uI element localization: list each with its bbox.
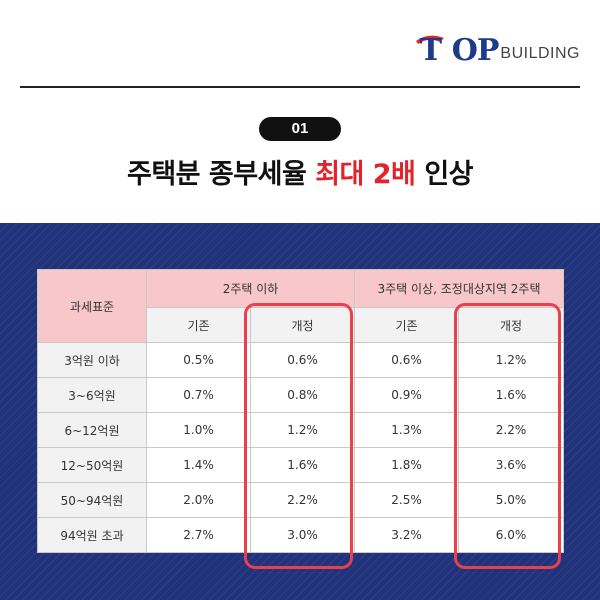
rate-cell: 0.6%	[250, 342, 355, 378]
subheader-existing: 기존	[354, 307, 459, 343]
bracket-label: 50~94억원	[37, 482, 147, 518]
rate-cell: 1.8%	[354, 447, 459, 483]
title-highlight: 최대 2배	[315, 159, 416, 190]
table-row: 6~12억원 1.0% 1.2% 1.3% 2.2%	[37, 412, 565, 448]
logo-letters-op: OP	[451, 33, 500, 68]
title-part-1: 주택분 종부세율	[127, 159, 307, 190]
rate-cell: 2.2%	[457, 412, 565, 448]
highlight-box-revised-two-homes	[244, 303, 353, 569]
rate-cell: 0.6%	[354, 342, 459, 378]
highlight-box-revised-three-homes	[454, 303, 561, 569]
bracket-label: 3~6억원	[37, 377, 147, 413]
rate-cell: 1.2%	[250, 412, 355, 448]
rate-cell: 3.0%	[250, 517, 355, 553]
rate-cell: 0.7%	[146, 377, 251, 413]
page-title: 주택분 종부세율 최대 2배 인상	[0, 152, 600, 191]
table-row: 12~50억원 1.4% 1.6% 1.8% 3.6%	[37, 447, 565, 483]
rate-cell: 0.5%	[146, 342, 251, 378]
top-building-logo: T OP BUILDING	[414, 32, 580, 66]
section-number-badge: 01	[259, 117, 341, 141]
tax-rate-table: 과세표준 2주택 이하 3주택 이상, 조정대상지역 2주택 기존 개정 기존 …	[37, 269, 565, 553]
rate-cell: 1.0%	[146, 412, 251, 448]
table-row: 3~6억원 0.7% 0.8% 0.9% 1.6%	[37, 377, 565, 413]
logo-building-text: BUILDING	[500, 45, 580, 62]
rate-cell: 2.5%	[354, 482, 459, 518]
bracket-label: 3억원 이하	[37, 342, 147, 378]
row-header-label: 과세표준	[37, 269, 147, 343]
rate-cell: 3.2%	[354, 517, 459, 553]
rate-cell: 1.4%	[146, 447, 251, 483]
rate-cell: 1.6%	[457, 377, 565, 413]
rate-cell: 2.2%	[250, 482, 355, 518]
rate-cell: 0.9%	[354, 377, 459, 413]
rate-cell: 6.0%	[457, 517, 565, 553]
subheader-existing: 기존	[146, 307, 251, 343]
bracket-label: 6~12억원	[37, 412, 147, 448]
subheader-revised: 개정	[457, 307, 565, 343]
logo-letter-t: T	[419, 33, 442, 68]
table-row: 3억원 이하 0.5% 0.6% 0.6% 1.2%	[37, 342, 565, 378]
table-row: 94억원 초과 2.7% 3.0% 3.2% 6.0%	[37, 517, 565, 553]
group-header-two-homes: 2주택 이하	[146, 269, 355, 308]
rate-cell: 2.0%	[146, 482, 251, 518]
title-part-2: 인상	[424, 159, 473, 190]
subheader-revised: 개정	[250, 307, 355, 343]
rate-cell: 2.7%	[146, 517, 251, 553]
rate-cell: 1.3%	[354, 412, 459, 448]
rate-cell: 0.8%	[250, 377, 355, 413]
group-header-three-homes: 3주택 이상, 조정대상지역 2주택	[353, 269, 565, 308]
bracket-label: 12~50억원	[37, 447, 147, 483]
bracket-label: 94억원 초과	[37, 517, 147, 553]
logo-mark-icon: T	[414, 32, 452, 66]
rate-cell: 3.6%	[457, 447, 565, 483]
header-divider	[20, 86, 580, 88]
